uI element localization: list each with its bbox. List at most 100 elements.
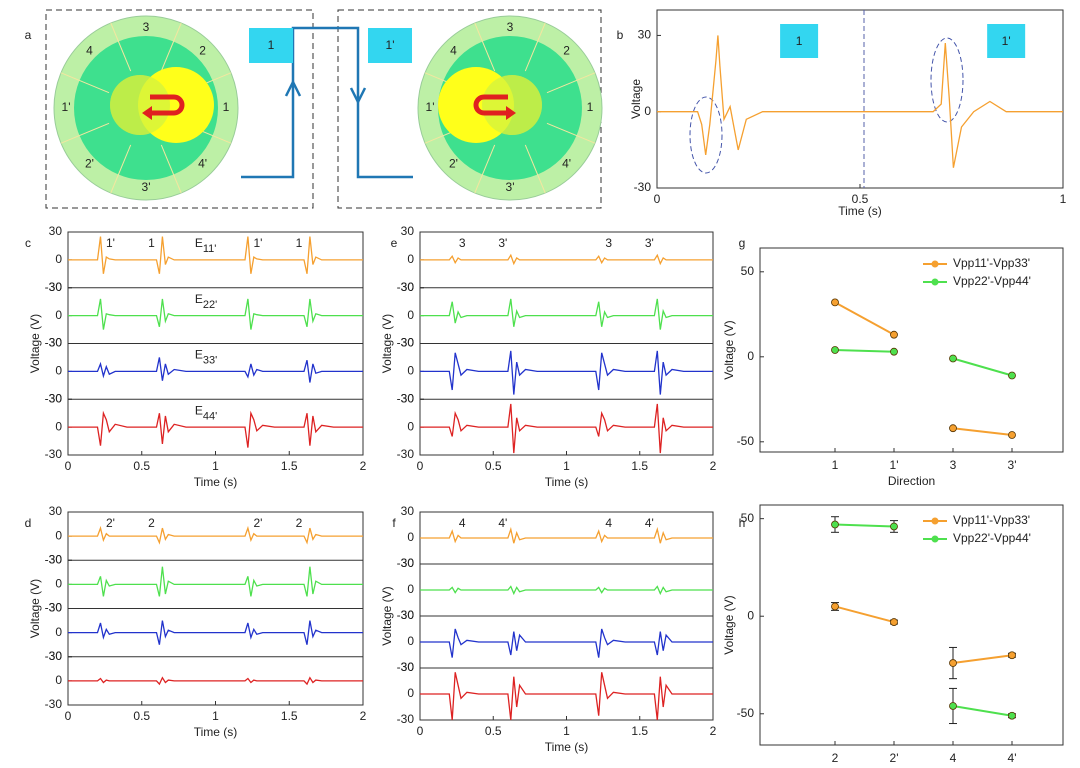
event-label: 3' bbox=[645, 236, 654, 250]
data-point bbox=[1008, 371, 1016, 380]
legend-label: Vpp22'-Vpp44' bbox=[953, 274, 1031, 288]
spoke bbox=[60, 72, 110, 94]
x-tick-label: 1 bbox=[212, 709, 219, 723]
signal-trace bbox=[420, 253, 713, 266]
x-tick-label: 0.5 bbox=[852, 192, 869, 206]
y-tick-label: -30 bbox=[397, 660, 415, 674]
state-label: 1 bbox=[268, 38, 275, 52]
y-tick-label: -30 bbox=[397, 280, 415, 294]
y-tick-label: 0 bbox=[644, 104, 651, 118]
event-label: 2' bbox=[253, 516, 262, 530]
legend-label: Vpp11'-Vpp33' bbox=[953, 513, 1030, 527]
frame-left bbox=[45, 9, 314, 209]
connector bbox=[834, 349, 895, 353]
trace-label-sub: 11' bbox=[203, 243, 217, 255]
y-tick-label: 30 bbox=[49, 391, 63, 405]
state-label: 1' bbox=[1002, 34, 1011, 48]
spoke bbox=[60, 122, 110, 144]
y-tick-label: -30 bbox=[45, 280, 63, 294]
y-tick-label: 0 bbox=[407, 419, 414, 433]
signal-path bbox=[241, 26, 413, 179]
sector-label: 2' bbox=[449, 157, 458, 171]
x-axis-label: Time (s) bbox=[194, 475, 238, 489]
spoke bbox=[160, 22, 182, 72]
legend-marker bbox=[931, 535, 939, 543]
signal-trace bbox=[68, 525, 363, 545]
event-label: 4' bbox=[498, 516, 507, 530]
sector-label: 3 bbox=[507, 20, 514, 34]
y-tick-label: -30 bbox=[45, 447, 63, 461]
panel-label: a bbox=[25, 28, 32, 42]
data-point bbox=[890, 330, 898, 339]
connector bbox=[834, 605, 895, 624]
arrow-head bbox=[142, 106, 152, 120]
x-tick-label: 4 bbox=[950, 751, 957, 765]
sector-label: 2 bbox=[199, 44, 206, 58]
spoke bbox=[524, 144, 546, 194]
y-tick-label: 0 bbox=[55, 528, 62, 542]
event-label: 3' bbox=[498, 236, 507, 250]
sector-label: 3' bbox=[142, 180, 151, 194]
plot-frame bbox=[759, 504, 1064, 746]
x-tick-label: 2 bbox=[360, 459, 367, 473]
y-tick-label: 30 bbox=[401, 608, 415, 622]
y-tick-label: 50 bbox=[741, 511, 755, 525]
y-axis-label: Voltage (V) bbox=[380, 314, 394, 373]
trace-label-sub: 44' bbox=[203, 410, 217, 422]
spoke bbox=[546, 122, 596, 144]
signal-trace bbox=[657, 35, 1063, 168]
trace-label-sub: 33' bbox=[203, 354, 217, 366]
data-point bbox=[831, 602, 839, 611]
y-tick-label: 0 bbox=[407, 686, 414, 700]
data-point bbox=[890, 618, 898, 626]
x-tick-label: 2' bbox=[890, 751, 899, 765]
signal-trace bbox=[420, 585, 713, 596]
y-axis-label: Voltage (V) bbox=[28, 579, 42, 638]
y-tick-label: -30 bbox=[397, 336, 415, 350]
x-tick-label: 2 bbox=[710, 724, 717, 738]
y-tick-label: 30 bbox=[401, 336, 415, 350]
trace-label-sub: 22' bbox=[203, 299, 217, 311]
y-tick-label: -50 bbox=[737, 706, 755, 720]
legend-label: Vpp22'-Vpp44' bbox=[953, 531, 1031, 545]
spoke bbox=[110, 22, 132, 72]
signal-trace bbox=[68, 236, 363, 274]
x-tick-label: 4' bbox=[1008, 751, 1017, 765]
x-axis-label: Time (s) bbox=[194, 725, 238, 739]
data-point bbox=[949, 659, 957, 667]
event-label: 1 bbox=[148, 236, 155, 250]
signal-trace bbox=[68, 620, 363, 645]
arrow-head bbox=[506, 106, 516, 120]
trace-label-main: E bbox=[195, 236, 203, 250]
sector-label: 4' bbox=[198, 157, 207, 171]
x-tick-label: 2 bbox=[710, 459, 717, 473]
signal-trace bbox=[68, 357, 363, 383]
connector bbox=[834, 301, 895, 336]
x-tick-label: 1 bbox=[212, 459, 219, 473]
data-point bbox=[890, 347, 898, 356]
y-tick-label: -30 bbox=[45, 552, 63, 566]
y-tick-label: 0 bbox=[747, 608, 754, 622]
y-tick-label: 0 bbox=[407, 308, 414, 322]
x-axis-label: Time (s) bbox=[545, 475, 589, 489]
y-tick-label: 0 bbox=[55, 577, 62, 591]
connector bbox=[834, 523, 895, 528]
spoke bbox=[474, 22, 496, 72]
connector bbox=[952, 357, 1013, 377]
x-tick-label: 1.5 bbox=[631, 724, 648, 738]
data-point bbox=[1008, 711, 1016, 720]
y-tick-label: -50 bbox=[737, 434, 755, 448]
y-tick-label: 0 bbox=[407, 252, 414, 266]
y-tick-label: 0 bbox=[55, 419, 62, 433]
trace-label: E33' bbox=[195, 348, 217, 367]
spoke bbox=[474, 144, 496, 194]
x-axis-label: Time (s) bbox=[838, 204, 882, 218]
x-tick-label: 0.5 bbox=[133, 459, 150, 473]
data-point bbox=[890, 522, 898, 531]
data-point bbox=[831, 346, 839, 354]
sector-label: 4 bbox=[450, 44, 457, 58]
data-point bbox=[949, 424, 957, 433]
x-tick-label: 1.5 bbox=[281, 459, 298, 473]
x-tick-label: 0 bbox=[65, 709, 72, 723]
y-tick-label: 0 bbox=[407, 364, 414, 378]
